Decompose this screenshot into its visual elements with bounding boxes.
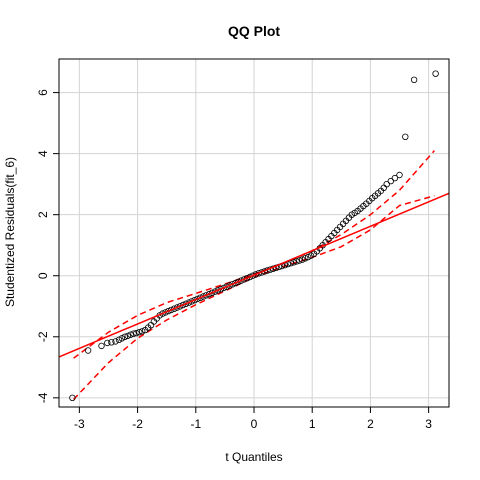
data-point <box>237 277 245 284</box>
y-tick-label: -2 <box>36 331 50 342</box>
data-point <box>112 338 119 345</box>
y-tick-label: 6 <box>36 89 50 96</box>
data-point <box>133 329 140 337</box>
data-point <box>246 273 254 281</box>
data-point <box>176 303 184 310</box>
x-tick-label: -2 <box>132 417 143 431</box>
data-point <box>391 174 399 182</box>
data-point <box>171 305 178 312</box>
data-point <box>104 339 111 347</box>
data-point <box>138 328 146 335</box>
y-tick-label: 2 <box>36 211 50 218</box>
data-point <box>290 259 297 266</box>
data-point <box>302 255 309 262</box>
data-point <box>240 276 248 283</box>
x-tick-label: 2 <box>367 417 374 431</box>
chart-title: QQ Plot <box>228 23 280 39</box>
x-tick-label: 0 <box>251 417 258 431</box>
axis-layer: -3 -2 -1 0 1 2 3 -4 -2 0 2 4 6 <box>36 58 450 431</box>
data-point <box>203 292 210 299</box>
data-point <box>136 329 143 336</box>
data-point <box>127 331 134 338</box>
data-point <box>232 279 239 287</box>
data-point <box>98 342 105 350</box>
data-point <box>182 300 190 307</box>
data-point <box>179 301 187 309</box>
data-point <box>173 304 181 311</box>
data-point <box>69 394 76 401</box>
lower-envelope-line <box>73 195 435 400</box>
data-point <box>243 275 251 282</box>
data-point <box>108 339 115 346</box>
data-point <box>220 284 227 292</box>
data-point <box>208 289 216 296</box>
data-point <box>252 271 259 278</box>
x-axis-label: t Quantiles <box>225 450 282 464</box>
data-point <box>217 286 224 293</box>
data-point <box>191 297 198 304</box>
data-point <box>211 288 219 295</box>
data-point <box>387 177 394 185</box>
data-point <box>84 347 92 354</box>
y-tick-label: 0 <box>36 272 50 279</box>
data-point <box>293 258 300 265</box>
x-tick-label: 1 <box>309 417 316 431</box>
data-point <box>223 283 230 290</box>
y-axis-label: Studentized Residuals(fit_6) <box>3 157 17 307</box>
x-tick-label: -1 <box>190 417 201 431</box>
data-points <box>69 70 439 401</box>
data-point <box>299 256 306 263</box>
x-tick-label: -3 <box>74 417 85 431</box>
data-point <box>197 294 204 301</box>
data-point <box>226 282 233 289</box>
data-point <box>124 332 131 340</box>
data-point <box>162 309 169 316</box>
reference-line-layer <box>59 192 449 358</box>
data-point <box>396 171 403 179</box>
data-point <box>402 133 409 140</box>
y-tick-label: 4 <box>36 150 50 157</box>
data-point <box>410 76 418 83</box>
upper-envelope-line <box>73 150 435 359</box>
data-point <box>185 299 192 306</box>
data-point <box>255 270 262 277</box>
data-point <box>214 287 222 294</box>
x-tick-label: 3 <box>425 417 432 431</box>
data-point <box>194 295 201 303</box>
data-point <box>235 278 242 285</box>
data-point <box>121 333 128 340</box>
data-point <box>229 281 236 288</box>
data-point <box>432 70 439 77</box>
confidence-envelope <box>73 150 435 400</box>
grid-layer <box>59 59 449 407</box>
data-point <box>296 257 303 264</box>
reference-line <box>59 192 449 358</box>
data-point <box>249 272 256 279</box>
data-point <box>188 298 195 305</box>
data-point <box>168 306 175 314</box>
data-point <box>165 307 172 315</box>
data-point <box>130 330 137 337</box>
y-tick-label: -4 <box>36 392 50 403</box>
data-point <box>200 293 207 300</box>
data-point <box>159 310 166 317</box>
data-point <box>383 180 390 188</box>
data-point <box>205 290 213 298</box>
